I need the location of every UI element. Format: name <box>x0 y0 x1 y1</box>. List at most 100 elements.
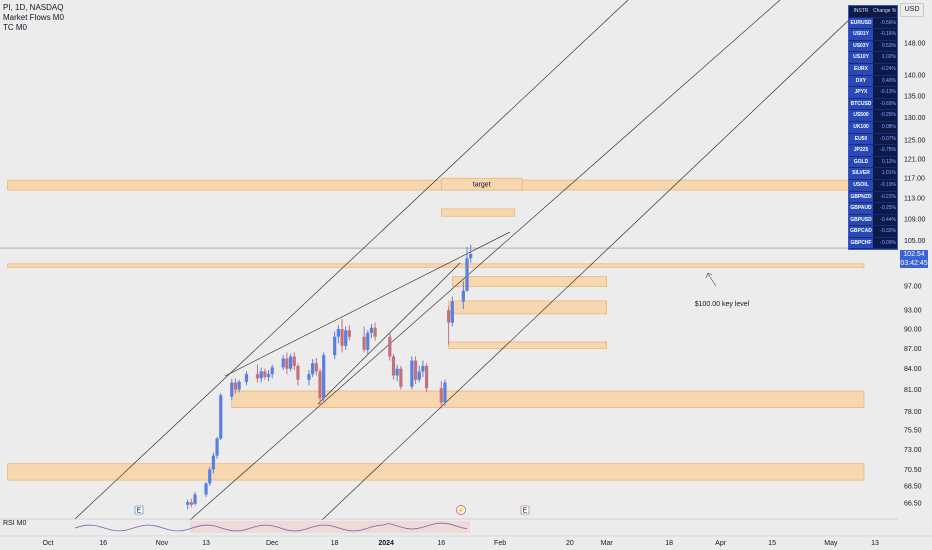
watchlist-row[interactable]: US10Y 1.02% <box>849 52 897 64</box>
candle-body[interactable] <box>413 360 418 380</box>
candle-body[interactable] <box>318 371 322 399</box>
watchlist-row[interactable]: US03Y 0.53% <box>849 40 897 53</box>
watchlist-row[interactable]: GOLD 0.12% <box>849 156 897 169</box>
watchlist-row[interactable]: USOIL -0.19% <box>849 179 897 192</box>
candle-body[interactable] <box>186 502 190 505</box>
candle-body[interactable] <box>450 301 454 323</box>
zone-97[interactable] <box>452 276 607 287</box>
rsi-label[interactable]: RSI M0 <box>3 520 27 527</box>
candle-body[interactable] <box>193 494 197 504</box>
candle-body[interactable] <box>255 374 260 379</box>
watchlist-change: -0.25% <box>880 112 896 119</box>
wedge-bottom-line[interactable] <box>317 262 461 405</box>
zone-key-line[interactable] <box>7 263 865 268</box>
dividend-marker[interactable] <box>456 505 466 515</box>
candle-body[interactable] <box>469 253 473 259</box>
watchlist-row[interactable]: DXY 0.40% <box>849 75 897 88</box>
watchlist-row[interactable]: BTCUSD -0.69% <box>849 98 897 111</box>
watchlist-row[interactable]: EU50 -0.07% <box>849 133 897 146</box>
candle-body[interactable] <box>439 388 443 403</box>
indicator-tc[interactable]: TC M0 <box>3 23 27 32</box>
channel-upper-line[interactable] <box>74 0 629 520</box>
candle-body[interactable] <box>447 310 451 323</box>
candle-body[interactable] <box>244 374 249 382</box>
candle-body[interactable] <box>281 358 285 368</box>
watchlist-row[interactable]: GBPUSD -0.44% <box>849 214 897 227</box>
wedge-top-line[interactable] <box>224 231 511 377</box>
candle-body[interactable] <box>388 336 392 357</box>
candle-body[interactable] <box>237 381 241 390</box>
watchlist-row[interactable]: GBPNZD -0.22% <box>849 191 897 204</box>
candle-body[interactable] <box>373 327 377 337</box>
candle-body[interactable] <box>465 258 469 291</box>
watchlist-symbol: EURX <box>849 63 873 75</box>
candle-body[interactable] <box>259 371 263 379</box>
time-tick-label: Oct <box>43 540 54 547</box>
candle-body[interactable] <box>347 330 351 337</box>
candle-body[interactable] <box>204 483 208 495</box>
candle-body[interactable] <box>189 502 193 505</box>
candle-body[interactable] <box>344 330 348 346</box>
watchlist-symbol: US01Y <box>849 29 873 40</box>
zone-109[interactable] <box>440 208 516 217</box>
channel-middle-line[interactable] <box>189 0 781 521</box>
candle-body[interactable] <box>362 336 366 350</box>
candle-body[interactable] <box>410 360 414 387</box>
candle-body[interactable] <box>336 329 340 337</box>
zone-target[interactable] <box>440 177 523 191</box>
candle-body[interactable] <box>369 327 374 333</box>
candle-body[interactable] <box>288 356 293 369</box>
candle-body[interactable] <box>417 371 421 380</box>
watchlist-row[interactable]: EURUSD -0.56% <box>849 17 897 30</box>
watchlist-row[interactable]: UK100 0.08% <box>849 121 897 134</box>
candle-body[interactable] <box>399 368 403 387</box>
symbol-title[interactable]: PI, 1D, NASDAQ <box>3 3 64 12</box>
watchlist-symbol: DXY <box>849 75 873 87</box>
candle-body[interactable] <box>443 382 447 403</box>
candle-body[interactable] <box>314 363 318 372</box>
candle-body[interactable] <box>219 395 223 439</box>
candle-body[interactable] <box>311 363 315 375</box>
zone-93[interactable] <box>448 300 607 315</box>
candle-body[interactable] <box>266 374 271 377</box>
candle-body[interactable] <box>285 358 289 369</box>
channel-lower-line[interactable] <box>321 17 852 521</box>
candle-body[interactable] <box>395 368 399 376</box>
candle-body[interactable] <box>461 290 465 302</box>
watchlist-row[interactable]: GBPAUD -0.25% <box>849 203 897 215</box>
watchlist-row[interactable]: JP225 -0.75% <box>849 145 897 157</box>
candle-body[interactable] <box>270 367 274 375</box>
candle-body[interactable] <box>424 365 429 389</box>
candle-body[interactable] <box>292 356 296 366</box>
candle-body[interactable] <box>211 455 215 470</box>
watchlist-row[interactable]: JPYX -0.13% <box>849 87 897 99</box>
candle-body[interactable] <box>215 438 219 456</box>
watchlist-row[interactable]: EURX -0.24% <box>849 63 897 76</box>
zone-70[interactable] <box>7 463 865 481</box>
candle-body[interactable] <box>208 469 212 484</box>
candle-body[interactable] <box>322 355 326 399</box>
earnings-marker-1[interactable] <box>134 505 144 515</box>
candle-body[interactable] <box>333 336 337 356</box>
watchlist-row[interactable]: US500 -0.25% <box>849 110 897 122</box>
watchlist-row[interactable]: GBPCHF -0.09% <box>849 237 897 250</box>
candle-body[interactable] <box>263 371 267 377</box>
watchlist-change: -0.69% <box>880 100 896 107</box>
candle-body[interactable] <box>421 365 425 372</box>
candle-body[interactable] <box>340 329 344 346</box>
indicator-market-flows[interactable]: Market Flows M0 <box>3 13 64 22</box>
candle-body[interactable] <box>233 382 238 390</box>
candle-body[interactable] <box>391 356 396 376</box>
candle-body[interactable] <box>366 332 370 350</box>
currency-badge[interactable]: USD <box>900 3 924 17</box>
watchlist-row[interactable]: GBPCAD -0.32% <box>849 226 897 238</box>
candle-body[interactable] <box>230 382 234 397</box>
zone-upper-wide[interactable] <box>7 179 865 191</box>
earnings-marker-2[interactable] <box>520 505 530 515</box>
watchlist-row[interactable]: SILVER 1.01% <box>849 168 897 180</box>
zone-87[interactable] <box>448 341 607 349</box>
watchlist-row[interactable]: US01Y -0.16% <box>849 29 897 41</box>
candle-body[interactable] <box>307 374 311 380</box>
candle-body[interactable] <box>296 365 300 380</box>
